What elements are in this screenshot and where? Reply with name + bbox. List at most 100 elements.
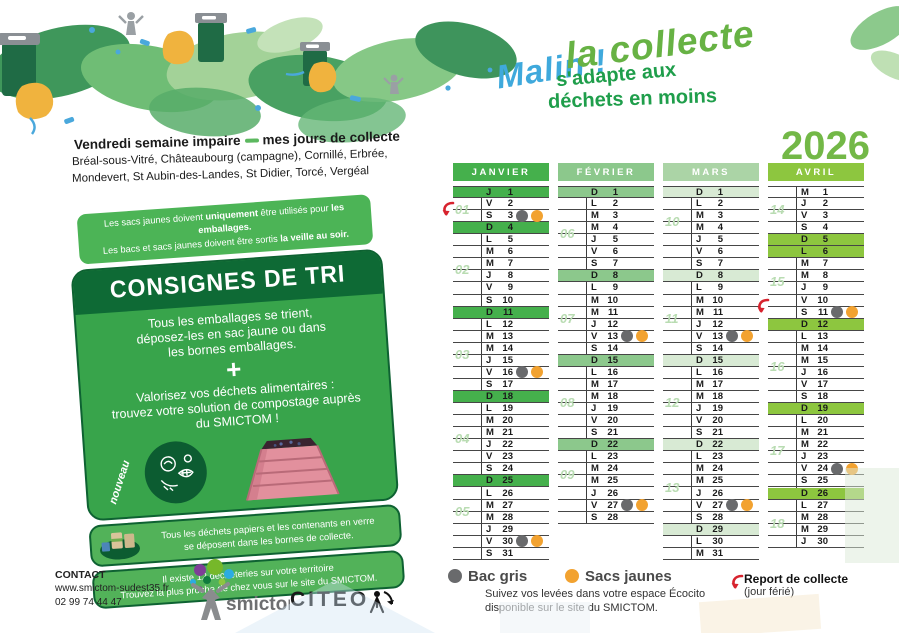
sacs-jaunes-dot bbox=[531, 535, 543, 548]
day-row: S 28 bbox=[663, 512, 759, 524]
day-letter: M bbox=[591, 210, 599, 222]
week-number: 07 bbox=[560, 310, 575, 326]
day-letter: D bbox=[801, 487, 808, 499]
day-number: 26 bbox=[502, 487, 513, 499]
day-row: J 19 bbox=[663, 403, 759, 416]
day-number: 12 bbox=[502, 318, 513, 330]
triman-logo bbox=[369, 591, 394, 614]
day-letter: M bbox=[801, 342, 809, 354]
day-letter: L bbox=[591, 451, 597, 463]
day-row: M 25 bbox=[663, 475, 759, 488]
day-number: 12 bbox=[712, 318, 723, 330]
report-arrow-icon bbox=[731, 574, 744, 589]
day-number: 15 bbox=[712, 354, 723, 366]
day-number: 4 bbox=[717, 222, 723, 234]
day-number: 5 bbox=[507, 234, 513, 246]
day-number: 16 bbox=[502, 366, 513, 378]
day-row: S 11 bbox=[768, 306, 864, 319]
day-letter: J bbox=[801, 198, 807, 210]
day-number: 11 bbox=[712, 306, 723, 318]
bac-gris-dot bbox=[726, 499, 738, 512]
month-gridline bbox=[481, 186, 482, 560]
day-letter: S bbox=[486, 210, 493, 222]
day-row: L 26 bbox=[453, 488, 549, 500]
day-number: 19 bbox=[607, 403, 618, 415]
day-letter: M bbox=[801, 439, 809, 451]
day-letter: L bbox=[801, 330, 807, 342]
day-letter: M bbox=[486, 246, 494, 258]
day-number: 28 bbox=[712, 511, 723, 523]
sacs-jaunes-dot bbox=[636, 330, 648, 343]
day-letter: J bbox=[591, 318, 597, 330]
day-row: M 14 bbox=[768, 343, 864, 355]
consignes-panel: CONSIGNES DE TRI Tous les emballages se … bbox=[70, 248, 400, 522]
day-number: 14 bbox=[607, 342, 618, 354]
day-letter: L bbox=[696, 366, 702, 378]
day-letter: L bbox=[591, 198, 597, 210]
day-number: 22 bbox=[712, 439, 723, 451]
bac-gris-dot bbox=[831, 462, 843, 475]
day-number: 29 bbox=[817, 523, 828, 535]
day-number: 19 bbox=[817, 403, 828, 415]
month-header: FÉVRIER bbox=[558, 163, 654, 181]
day-number: 26 bbox=[712, 487, 723, 499]
day-letter: J bbox=[801, 282, 807, 294]
day-letter: L bbox=[696, 535, 702, 547]
day-row: L 16 bbox=[663, 367, 759, 379]
day-row: L 19 bbox=[453, 403, 549, 416]
day-number: 23 bbox=[502, 451, 513, 463]
day-number: 1 bbox=[507, 186, 513, 198]
sacs-jaunes-dot bbox=[846, 306, 858, 319]
week-number: 17 bbox=[770, 443, 785, 459]
food-scraps-icon bbox=[142, 439, 209, 506]
day-row: L 12 bbox=[453, 319, 549, 331]
day-number: 11 bbox=[502, 306, 513, 318]
week-number: 08 bbox=[560, 395, 575, 411]
day-row: V 13 bbox=[663, 330, 759, 343]
day-row: S 21 bbox=[558, 427, 654, 440]
day-number: 28 bbox=[502, 511, 513, 523]
calendar: JANVIER J 1 V 2 S 3 D 4 L 5 M 6 M 7 J 8 V 9 S 10 D 11 L 12 M 13 M 14… bbox=[440, 160, 885, 580]
day-row: L 13 bbox=[768, 331, 864, 343]
day-row: J 26 bbox=[558, 488, 654, 500]
day-number: 12 bbox=[607, 318, 618, 330]
day-letter: V bbox=[801, 463, 808, 475]
day-row: J 23 bbox=[768, 451, 864, 464]
day-letter: V bbox=[801, 210, 808, 222]
day-letter: V bbox=[486, 366, 493, 378]
week-number: 02 bbox=[455, 262, 470, 278]
day-letter: S bbox=[696, 342, 703, 354]
day-number: 17 bbox=[502, 378, 513, 390]
day-number: 30 bbox=[502, 535, 513, 547]
day-number: 29 bbox=[712, 523, 723, 535]
bac-gris-dot bbox=[621, 499, 633, 512]
day-row: D 19 bbox=[768, 403, 864, 416]
day-letter: V bbox=[591, 246, 598, 258]
day-row: D 26 bbox=[768, 487, 864, 500]
day-row: M 24 bbox=[558, 463, 654, 476]
day-number: 23 bbox=[817, 451, 828, 463]
week-number: 13 bbox=[665, 479, 680, 495]
day-letter: D bbox=[591, 270, 598, 282]
day-row: S 24 bbox=[453, 463, 549, 476]
day-number: 27 bbox=[712, 499, 723, 511]
day-letter: S bbox=[801, 222, 808, 234]
blue-scraps bbox=[29, 27, 493, 135]
day-row: S 14 bbox=[663, 343, 759, 355]
day-row: M 20 bbox=[453, 415, 549, 428]
paper-glass-text: Tous les déchets papiers et les contenan… bbox=[160, 514, 375, 552]
day-number: 13 bbox=[712, 330, 723, 342]
day-number: 17 bbox=[607, 378, 618, 390]
day-letter: J bbox=[486, 354, 492, 366]
day-number: 30 bbox=[817, 535, 828, 547]
bac-gris-dot-icon bbox=[448, 569, 462, 583]
day-letter: M bbox=[486, 415, 494, 427]
day-number: 22 bbox=[502, 439, 513, 451]
legend-bac-gris: Bac gris bbox=[448, 568, 527, 585]
